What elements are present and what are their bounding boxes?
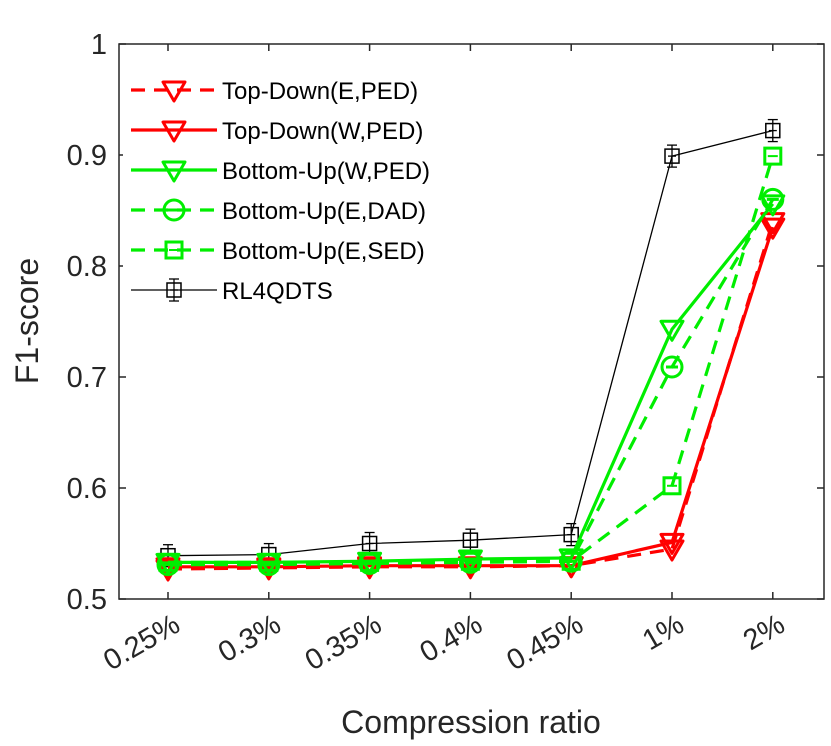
- series-line: [168, 202, 775, 564]
- data-point: [664, 144, 680, 168]
- y-tick-label: 0.7: [67, 362, 107, 394]
- series-layer: [155, 118, 786, 582]
- data-point: [155, 552, 181, 575]
- x-tick-label: 0.25%: [98, 608, 185, 677]
- y-axis-title: F1-score: [9, 258, 45, 384]
- legend: Top-Down(E,PED) Top-Down(W,PED) Bottom-Up(…: [123, 70, 498, 314]
- data-point: [256, 552, 282, 575]
- legend-marker: [164, 240, 184, 260]
- legend-entry: RL4QDTS: [131, 278, 333, 305]
- x-tick-label: 0.45%: [501, 608, 588, 677]
- triangle-marker-shape: [457, 549, 483, 572]
- square-marker-shape: [765, 122, 781, 139]
- square-marker-shape: [462, 532, 479, 548]
- triangle-marker-shape: [357, 551, 383, 574]
- legend-label: Bottom-Up(W,PED): [222, 158, 430, 185]
- data-point: [155, 557, 181, 580]
- data-point: [357, 556, 383, 579]
- legend-box: [123, 70, 498, 314]
- legend-entry: Top-Down(W,PED): [131, 118, 423, 145]
- series-Bottom-Up(W,PED): [155, 194, 786, 575]
- data-point: [256, 557, 282, 580]
- data-point: [662, 476, 682, 496]
- triangle-marker-shape: [256, 557, 282, 580]
- legend-entry: Bottom-Up(E,DAD): [131, 198, 426, 225]
- circle-marker-shape: [162, 198, 186, 222]
- data-point: [660, 355, 684, 379]
- legend-label: Top-Down(W,PED): [222, 118, 423, 145]
- square-marker-shape: [563, 526, 579, 543]
- triangle-marker-shape: [155, 552, 181, 575]
- y-tick-label: 0.9: [67, 140, 107, 172]
- y-tick-label: 1: [91, 29, 107, 61]
- y-tick-label: 0.5: [67, 584, 107, 616]
- triangle-marker-shape: [155, 557, 181, 580]
- triangle-marker-shape: [760, 194, 786, 217]
- data-point: [765, 118, 781, 143]
- legend-label: Bottom-Up(E,SED): [222, 238, 425, 265]
- triangle-marker-shape: [161, 160, 187, 183]
- square-marker-shape: [361, 535, 378, 552]
- data-point: [659, 532, 685, 555]
- legend-entry: Top-Down(E,PED): [131, 78, 418, 105]
- legend-label: Top-Down(E,PED): [222, 78, 418, 105]
- triangle-marker-shape: [256, 552, 282, 575]
- data-point: [457, 549, 483, 572]
- legend-label: RL4QDTS: [222, 278, 333, 305]
- legend-marker: [161, 160, 187, 183]
- legend-entry: Bottom-Up(E,SED): [131, 238, 425, 265]
- data-point: [558, 548, 584, 571]
- legend-entry: Bottom-Up(W,PED): [131, 158, 430, 185]
- triangle-marker-shape: [161, 120, 187, 143]
- y-tick-label: 0.6: [67, 473, 107, 505]
- data-point: [357, 551, 383, 574]
- legend-marker: [161, 120, 187, 143]
- square-marker-shape: [166, 282, 182, 298]
- data-point: [763, 146, 783, 166]
- x-tick-label: 0.4%: [415, 608, 488, 669]
- triangle-marker-shape: [558, 548, 584, 571]
- legend-marker: [166, 278, 182, 302]
- x-axis-title: Compression ratio: [341, 704, 601, 740]
- plot-frame: [118, 43, 825, 600]
- square-marker-shape: [664, 148, 680, 164]
- data-point: [760, 194, 786, 217]
- square-marker-shape: [164, 240, 184, 260]
- series-line: [168, 226, 775, 569]
- triangle-marker-shape: [161, 80, 187, 103]
- data-point: [760, 217, 786, 240]
- square-marker-shape: [763, 146, 783, 166]
- x-tick-label: 0.3%: [213, 608, 286, 669]
- x-tick-label: 0.35%: [300, 608, 387, 677]
- square-marker-shape: [662, 476, 682, 496]
- triangle-marker-shape: [760, 217, 786, 240]
- data-point: [659, 319, 685, 342]
- series-Top-Down(W,PED): [155, 217, 786, 580]
- triangle-marker-shape: [659, 532, 685, 555]
- legend-label: Bottom-Up(E,DAD): [222, 198, 426, 225]
- y-tick-label: 0.8: [67, 251, 107, 283]
- circle-marker-shape: [660, 355, 684, 379]
- triangle-marker-shape: [357, 556, 383, 579]
- triangle-marker-shape: [659, 319, 685, 342]
- legend-marker: [161, 80, 187, 103]
- x-tick-label: 1%: [637, 608, 689, 657]
- legend-marker: [162, 198, 186, 222]
- x-tick-label: 2%: [738, 608, 790, 657]
- data-point: [563, 522, 579, 547]
